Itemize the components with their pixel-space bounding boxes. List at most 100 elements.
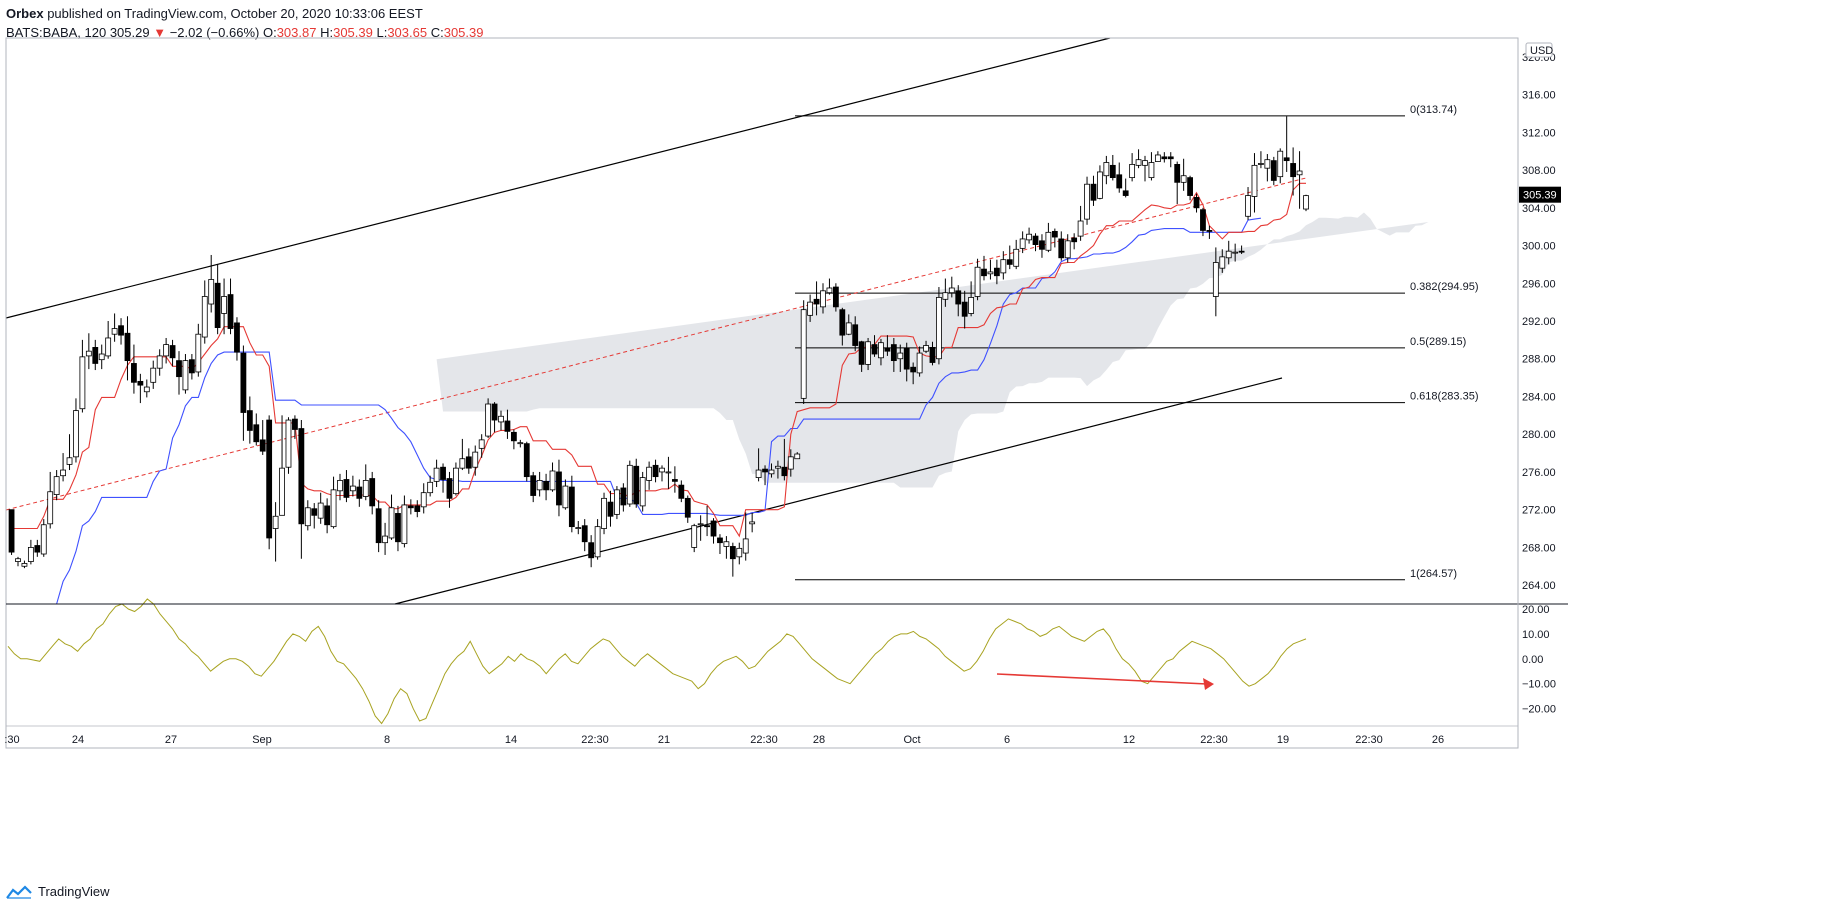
candle-body <box>659 467 665 473</box>
candle-body <box>1180 175 1187 183</box>
candle <box>407 499 414 515</box>
candle <box>182 354 189 394</box>
candle <box>768 463 775 478</box>
candle <box>478 434 485 458</box>
candle <box>1258 151 1264 169</box>
price-tick-label: 308.00 <box>1522 165 1556 177</box>
candle <box>813 281 820 316</box>
candle <box>188 354 195 380</box>
candle <box>234 317 240 361</box>
candle <box>543 473 549 501</box>
open-label: O: <box>262 25 277 40</box>
candle-body <box>234 322 240 353</box>
candle-body <box>1258 163 1264 165</box>
candle <box>1277 148 1284 184</box>
candle-body <box>671 479 678 482</box>
candle <box>195 323 202 377</box>
candle-body <box>1039 240 1045 250</box>
candle <box>787 449 794 477</box>
candle <box>498 410 504 431</box>
low-label: L: <box>376 25 388 40</box>
candle-body <box>981 268 987 277</box>
candle-body <box>446 478 453 499</box>
candle-body <box>214 282 221 329</box>
candle-body <box>736 547 743 558</box>
candle <box>21 560 28 569</box>
candle-body <box>27 547 34 562</box>
candle-body <box>169 345 176 359</box>
candle-body <box>1270 160 1277 181</box>
candle-body <box>549 470 556 491</box>
candle-body <box>1006 259 1013 265</box>
change-down-icon: ▼ <box>153 25 167 40</box>
channel-trendlines[interactable] <box>5 37 1307 605</box>
candle-body <box>543 480 549 491</box>
candle <box>349 475 356 497</box>
candle <box>794 452 801 460</box>
candle <box>272 502 279 562</box>
candle <box>581 519 588 552</box>
candle <box>826 278 833 295</box>
chart-canvas[interactable]: 0(313.74) 0.382(294.95) 0.5(289.15) 0.618(2… <box>0 0 1828 880</box>
candle-body <box>987 271 994 275</box>
tradingview-logo-icon <box>6 884 32 899</box>
candle <box>607 490 614 527</box>
candle <box>388 494 395 540</box>
candle-body <box>626 464 633 505</box>
candle-body <box>684 497 691 518</box>
candle <box>362 464 369 501</box>
candle-body <box>993 267 1000 277</box>
candle-body <box>1148 162 1155 179</box>
candle-body <box>279 467 285 516</box>
time-tick-label: 27 <box>165 734 177 746</box>
candle <box>523 441 530 482</box>
candle-body <box>942 292 949 300</box>
candle <box>691 523 698 553</box>
candle <box>66 434 73 471</box>
change-value: −2.02 (−0.66%) <box>169 25 260 40</box>
candle-body <box>395 513 401 543</box>
candle-body <box>775 465 781 469</box>
time-tick-label: Sep <box>252 734 272 746</box>
candle-body <box>137 380 144 386</box>
candle <box>118 318 124 345</box>
candle <box>27 539 34 565</box>
candle <box>1251 153 1258 213</box>
divergence-arrow-head <box>1203 678 1214 690</box>
candle-body <box>691 525 698 548</box>
candle-body <box>878 342 884 359</box>
candle <box>1225 240 1232 265</box>
candle-body <box>382 535 388 544</box>
candle-body <box>1225 250 1232 259</box>
candle-body <box>349 485 356 492</box>
candle-body <box>510 431 517 442</box>
price-tick-label: 288.00 <box>1522 354 1556 366</box>
fibonacci-retracement[interactable]: 0(313.74) 0.382(294.95) 0.5(289.15) 0.618(2… <box>795 104 1479 581</box>
candle-body <box>407 505 414 509</box>
candle <box>659 465 665 482</box>
candle <box>1148 152 1155 181</box>
candle <box>131 344 137 394</box>
candle-body <box>639 477 646 507</box>
candle <box>1077 205 1084 241</box>
candle-body <box>118 325 124 336</box>
candle <box>1303 194 1309 212</box>
candle-body <box>839 309 846 336</box>
candle-body <box>1058 238 1065 259</box>
time-tick-label: 22:30 <box>581 734 609 746</box>
currency-badge <box>1525 42 1553 58</box>
candle-body <box>1097 171 1103 199</box>
candle-body <box>266 419 273 539</box>
candle <box>1174 161 1181 205</box>
candle-body <box>820 290 826 308</box>
candle-body <box>955 290 962 305</box>
symbol-label: BATS:BABA, 120 <box>6 25 107 40</box>
candle <box>575 520 582 535</box>
candle <box>343 470 350 503</box>
candle-body <box>362 480 369 497</box>
candle <box>1167 152 1174 168</box>
candle <box>1238 245 1245 255</box>
candle <box>665 456 672 489</box>
candle-body <box>897 352 904 360</box>
candle-body <box>356 486 363 499</box>
